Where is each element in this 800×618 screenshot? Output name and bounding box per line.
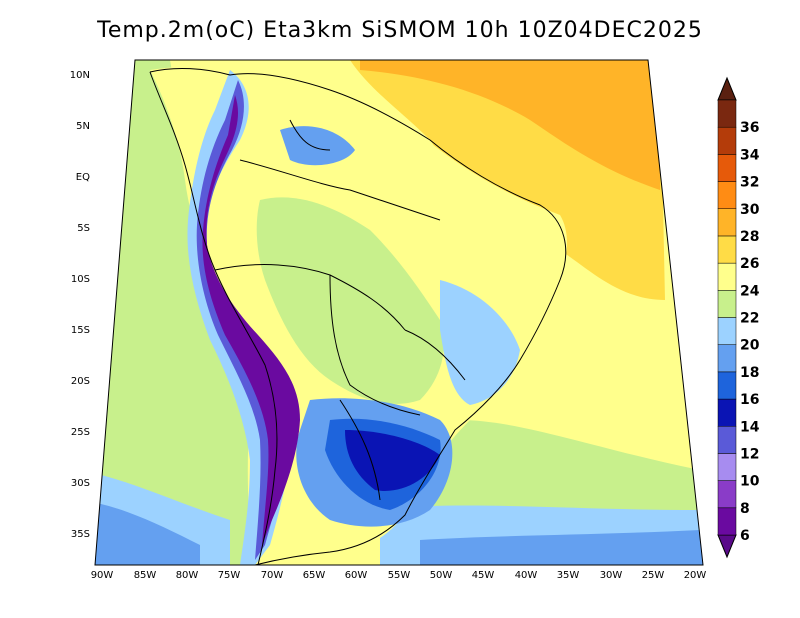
border-1 [214,264,406,331]
lon-tick-label: 50W [430,570,453,581]
colorbar-tick-label: 20 [740,338,760,354]
border-3 [329,274,421,416]
border-6 [289,119,331,151]
colorbar-band [717,290,737,318]
field-central-green [256,197,444,404]
lat-tick-label: 5N [76,121,90,132]
colorbar-tick-label: 28 [740,229,759,245]
lon-tick-label: 85W [134,570,157,581]
lat-tick-label: 25S [71,427,90,438]
colorbar-tick-label: 34 [740,147,760,163]
colorbar-band [717,262,737,291]
colorbar-tick-label: 14 [740,419,760,435]
field-andes-cold [196,80,291,560]
colorbar-tick-label: 24 [740,283,760,299]
field-southwest-cold [95,500,200,565]
field-pacific-green [95,60,265,565]
coastline-east [149,67,567,566]
lon-tick-label: 75W [218,570,241,581]
lon-tick-label: 70W [261,570,284,581]
coastline-west [149,71,278,566]
lon-tick-label: 35W [557,570,580,581]
map-frame [94,59,704,566]
colorbar: 6 8 10 12 14 16 18 20 22 24 26 28 30 32 34 36 [717,76,760,559]
lat-tick-label: 10N [70,70,90,81]
field-atlantic-hot [360,60,660,190]
lon-tick-label: 45W [472,570,495,581]
colorbar-tick-label: 18 [740,365,759,381]
lat-tick-label: 10S [71,274,90,285]
lon-tick-label: 40W [515,570,538,581]
colorbar-tick-label: 6 [740,528,750,544]
colorbar-band [717,181,737,209]
lon-tick-label: 30W [600,570,623,581]
colorbar-tick-label: 32 [740,175,759,191]
border-5 [339,399,381,501]
colorbar-band [717,453,737,481]
lat-tick-label: 20S [71,376,90,387]
lon-axis: 90W 85W 80W 75W 70W 65W 60W 55W 50W 45W … [91,570,707,581]
lon-tick-label: 80W [176,570,199,581]
colorbar-band [717,480,737,509]
lon-tick-label: 90W [91,570,114,581]
country-borders [149,67,567,566]
chart-title: Temp.2m(oC) Eta3km SiSMOM 10h 10Z04DEC20… [97,18,703,43]
lon-tick-label: 20W [684,570,707,581]
lon-tick-label: 25W [642,570,665,581]
field-guiana-cool [280,126,355,166]
colorbar-tick-label: 36 [740,120,759,136]
lat-tick-label: 35S [71,529,90,540]
colorbar-tick-label: 16 [740,392,759,408]
colorbar-band [717,99,737,128]
lat-axis: 10N 5N EQ 5S 10S 15S 20S 25S 30S 35S [70,70,90,540]
border-4 [404,329,466,381]
lat-tick-label: EQ [76,172,90,183]
field-andes-coldest [202,95,300,545]
colorbar-tick-label: 30 [740,202,760,218]
colorbar-band [717,426,737,454]
colorbar-band [717,371,737,400]
colorbar-band [717,154,737,182]
lat-tick-label: 30S [71,478,90,489]
colorbar-tick-label: 8 [740,501,750,517]
colorbar-tick-label: 12 [740,446,759,462]
lat-tick-label: 15S [71,325,90,336]
lon-tick-label: 60W [345,570,368,581]
lon-tick-label: 55W [388,570,411,581]
colorbar-band [717,344,737,373]
colorbar-tick-label: 26 [740,256,759,272]
field-southern-cone-coldest [345,430,440,491]
colorbar-tick-label: 22 [740,311,759,327]
temperature-field [95,60,703,565]
colorbar-tick-label: 10 [740,474,760,490]
colorbar-band [717,317,737,345]
colorbar-upper-arrow [717,76,737,101]
colorbar-band [717,235,737,264]
border-2 [239,159,441,221]
lon-tick-label: 65W [303,570,326,581]
lat-tick-label: 5S [77,223,90,234]
colorbar-lower-arrow [717,534,737,559]
colorbar-band [717,398,737,427]
colorbar-band [717,126,737,155]
field-southeast-cold [420,530,703,565]
colorbar-band [717,208,737,237]
colorbar-band [717,507,737,536]
